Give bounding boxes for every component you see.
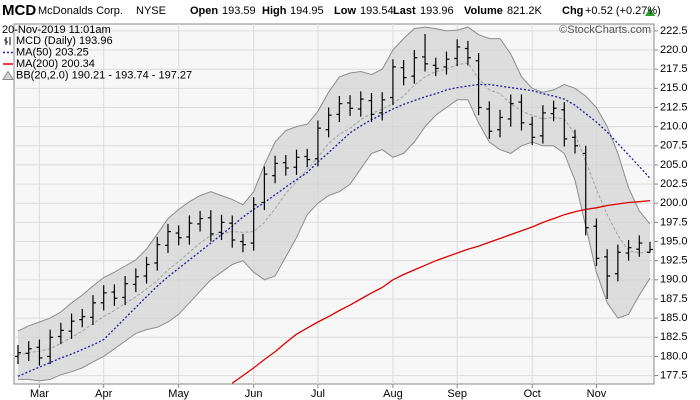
y-tick-label: 187.5 (660, 293, 688, 305)
y-tick-label: 210.0 (660, 121, 688, 133)
ma-line (17, 83, 651, 377)
quote-value: 193.54 (360, 5, 394, 17)
y-tick-label: 222.5 (660, 25, 688, 37)
credit: ©StockCharts.com (559, 24, 651, 36)
company: McDonalds Corp. (38, 5, 123, 17)
quote-label: Open (190, 5, 218, 17)
y-tick-label: 177.5 (660, 369, 688, 381)
x-tick-label: Jul (311, 388, 325, 400)
timestamp: 20-Nov-2019 11:01am (2, 24, 111, 36)
x-tick-label: Jun (245, 388, 263, 400)
bb-lower (18, 99, 651, 382)
symbol: MCD (2, 2, 36, 19)
y-tick-label: 195.0 (660, 235, 688, 247)
exchange: NYSE (136, 5, 166, 17)
legend-label: MCD (Daily) 193.96 (16, 35, 113, 47)
quote-value: 193.59 (222, 5, 256, 17)
bb-upper (17, 26, 651, 332)
y-tick-label: 220.0 (660, 44, 688, 56)
quote-value: 194.95 (290, 5, 324, 17)
y-tick-label: 182.5 (660, 331, 688, 343)
quote-label: Chg (562, 5, 583, 17)
marks (15, 26, 653, 384)
y-tick-label: 207.5 (660, 140, 688, 152)
quote-label: Last (393, 5, 416, 17)
grid (14, 24, 654, 384)
ma-line (231, 199, 651, 384)
y-tick-label: 190.0 (660, 274, 688, 286)
quote-value: 193.96 (420, 5, 454, 17)
y-tick-label: 192.5 (660, 255, 688, 267)
bb-band (18, 27, 650, 381)
quote-value: 821.2K (507, 5, 543, 17)
y-tick-label: 200.0 (660, 197, 688, 209)
y-tick-label: 202.5 (660, 178, 688, 190)
quote-label: Volume (464, 5, 503, 17)
x-tick-label: Oct (524, 388, 541, 400)
x-tick-label: Sep (447, 388, 467, 400)
y-tick-label: 212.5 (660, 101, 688, 113)
legend-icon (4, 37, 11, 45)
x-tick-label: May (168, 388, 189, 400)
y-tick-label: 215.0 (660, 82, 688, 94)
legend-label: MA(200) 200.34 (16, 58, 95, 70)
legend-label: BB(20,2.0) 190.21 - 193.74 - 197.27 (16, 69, 192, 81)
legend-swatch (2, 70, 14, 80)
y-tick-label: 185.0 (660, 312, 688, 324)
quote-value: +0.52 (+0.27%) (585, 5, 661, 17)
legend-label: MA(50) 203.25 (16, 46, 89, 58)
change-arrow (645, 8, 655, 16)
y-tick-label: 197.5 (660, 216, 688, 228)
y-tick-label: 217.5 (660, 63, 688, 75)
quote-label: Low (334, 5, 356, 17)
bb-middle (17, 62, 651, 356)
x-tick-label: Mar (30, 388, 49, 400)
x-tick-label: Aug (383, 388, 403, 400)
quote-label: High (262, 5, 287, 17)
x-tick-label: Nov (587, 388, 607, 400)
y-tick-label: 205.0 (660, 159, 688, 171)
y-tick-label: 180.0 (660, 350, 688, 362)
x-tick-label: Apr (95, 388, 112, 400)
